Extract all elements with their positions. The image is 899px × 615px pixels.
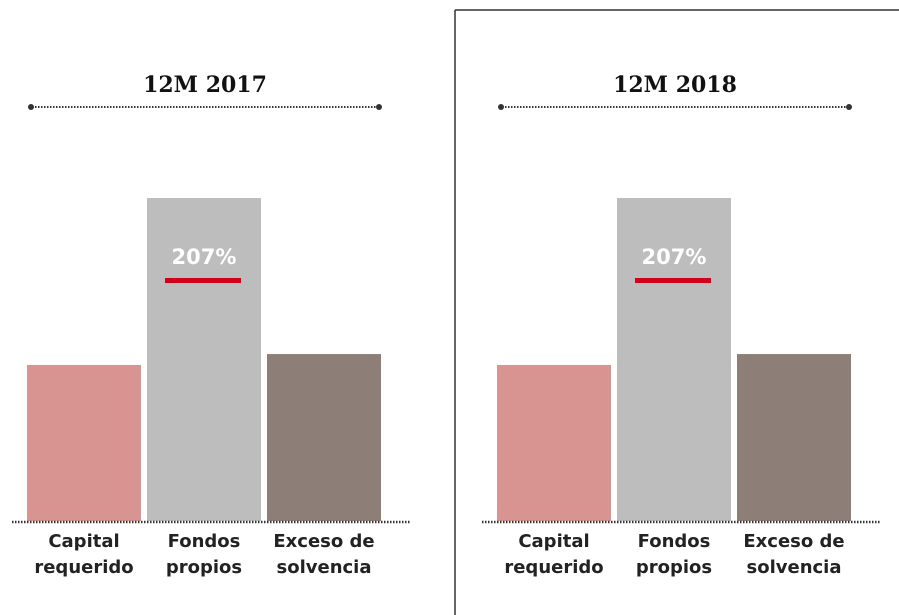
x-tick-label: Fondos propios <box>635 531 713 578</box>
bar <box>737 354 851 521</box>
x-tick-label: Capital requerido <box>504 531 604 578</box>
x-tick-label: Fondos propios <box>165 531 243 578</box>
chart-title: 12M 2017 <box>143 72 267 98</box>
bar <box>267 354 381 521</box>
chart-title: 12M 2018 <box>613 72 737 98</box>
divider-end <box>376 104 382 110</box>
x-tick-label: Exceso de solvencia <box>273 531 375 578</box>
bar <box>27 364 141 521</box>
bar <box>617 198 731 521</box>
x-tick-label: Capital requerido <box>34 531 134 578</box>
x-tick-label: Exceso de solvencia <box>743 531 845 578</box>
divider-end <box>498 104 504 110</box>
bar <box>497 364 611 521</box>
value-label: 207% <box>172 245 237 269</box>
value-label: 207% <box>642 245 707 269</box>
divider-end <box>28 104 34 110</box>
divider-end <box>846 104 852 110</box>
bar <box>147 198 261 521</box>
underline <box>165 278 241 283</box>
underline <box>635 278 711 283</box>
